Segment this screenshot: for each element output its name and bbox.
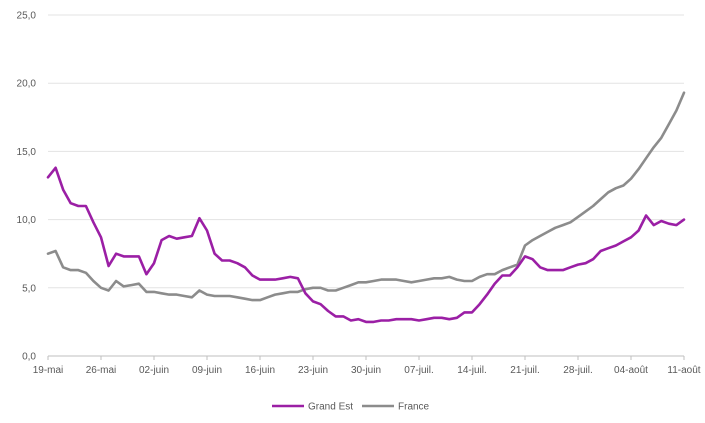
x-tick-label: 21-juil. (510, 365, 539, 376)
legend-label: France (398, 402, 430, 413)
legend: Grand Est France (272, 402, 430, 413)
x-tick-label: 16-juin (245, 365, 275, 376)
y-axis-tick-labels: 0,0 5,0 10,0 15,0 20,0 25,0 (17, 11, 37, 363)
y-tick-label: 0,0 (22, 352, 36, 363)
y-tick-label: 10,0 (17, 215, 37, 226)
gridlines (48, 14, 684, 289)
series-lines (46, 91, 686, 324)
x-tick-label: 14-juil. (457, 365, 486, 376)
x-axis-tick-labels: 19-mai 26-mai 02-juin 09-juin 16-juin 23-juin… (33, 365, 701, 376)
x-tick-label: 28-juil. (563, 365, 592, 376)
x-tick-label: 07-juil. (404, 365, 433, 376)
y-tick-label: 5,0 (22, 283, 36, 294)
y-tick-label: 25,0 (17, 11, 37, 22)
x-tick-label: 09-juin (192, 365, 222, 376)
series-line-france (46, 91, 686, 302)
x-axis-tick-marks (47, 356, 685, 360)
x-tick-label: 02-juin (139, 365, 169, 376)
x-tick-label: 26-mai (86, 365, 117, 376)
x-tick-label: 04-août (614, 365, 648, 376)
y-tick-label: 15,0 (17, 147, 37, 158)
legend-label: Grand Est (308, 402, 353, 413)
x-tick-label: 19-mai (33, 365, 64, 376)
series-line-grand-est (46, 166, 686, 324)
x-tick-label: 23-juin (298, 365, 328, 376)
x-tick-label: 11-août (667, 365, 700, 376)
y-tick-label: 20,0 (17, 79, 37, 90)
x-tick-label: 30-juin (351, 365, 381, 376)
